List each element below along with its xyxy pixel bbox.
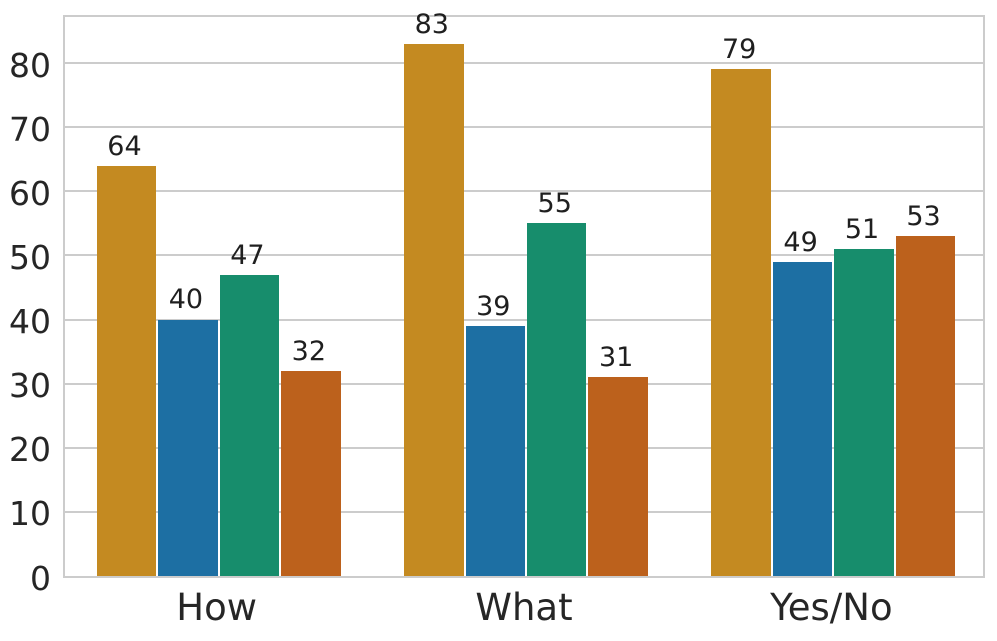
x-tick-label-yes-no: Yes/No [770, 586, 893, 629]
y-tick-label: 30 [9, 366, 51, 406]
gridline [65, 126, 983, 129]
y-tick-label: 60 [9, 173, 51, 213]
x-tick-label-how: How [176, 586, 258, 629]
bar-rust-orange-Yes/No [895, 236, 956, 576]
bar-teal-How [219, 274, 280, 576]
y-tick-label: 0 [30, 558, 51, 598]
bar-gold-Yes/No [711, 69, 771, 576]
bar-value-label: 53 [906, 201, 941, 233]
bar-teal-Yes/No [834, 248, 894, 576]
x-tick-label-what: What [475, 586, 573, 629]
bar-value-label: 32 [291, 335, 327, 367]
gridline [65, 318, 983, 321]
bar-value-label: 64 [107, 130, 142, 162]
y-tick-label: 50 [9, 237, 51, 277]
bar-value-label: 40 [168, 284, 204, 316]
bar-rust-orange-How [281, 370, 341, 576]
bar-value-label: 49 [783, 226, 818, 258]
y-tick-label: 70 [9, 109, 51, 149]
bar-gold-What [404, 43, 464, 576]
bar-value-label: 83 [414, 8, 449, 40]
bar-blue-How [158, 319, 218, 576]
gridline [65, 190, 983, 193]
bar-value-label: 51 [844, 213, 880, 245]
bar-value-label: 79 [721, 34, 757, 66]
gridline [65, 254, 983, 257]
y-tick-label: 20 [9, 430, 51, 470]
bar-blue-What [465, 325, 525, 576]
bar-value-label: 55 [537, 188, 572, 220]
bar-value-label: 39 [476, 290, 511, 322]
y-tick-label: 80 [9, 45, 51, 85]
plot-area [63, 15, 985, 578]
y-tick-label: 10 [9, 494, 51, 534]
y-tick-label: 40 [9, 302, 51, 341]
bar-value-label: 31 [599, 342, 634, 374]
gridline [65, 62, 983, 65]
bar-rust-orange-What [588, 377, 648, 576]
bar-gold-How [96, 165, 157, 576]
bar-teal-What [527, 223, 587, 576]
bar-value-label: 47 [230, 239, 265, 271]
bar-blue-Yes/No [772, 261, 833, 576]
